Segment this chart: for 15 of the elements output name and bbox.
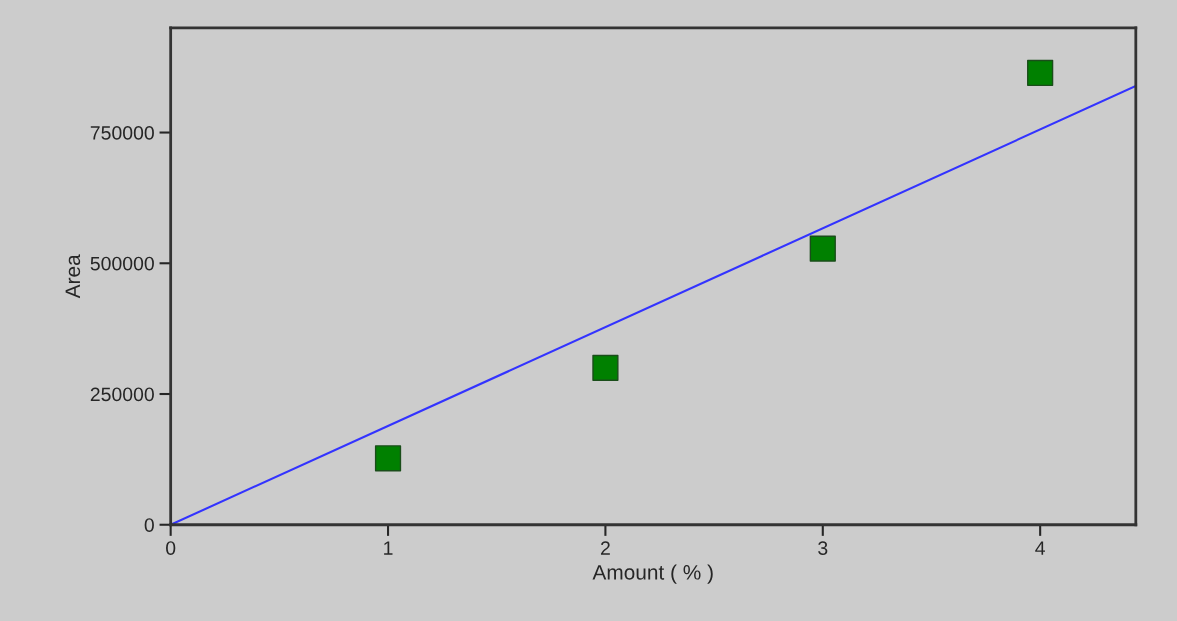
y-tick-label: 750000 xyxy=(90,126,154,140)
point xyxy=(374,445,402,472)
point xyxy=(809,235,836,262)
x-axis-title: Amount ( % ) xyxy=(592,564,713,584)
y-tick-label: 0 xyxy=(144,518,154,532)
x-tick-label: 1 xyxy=(384,541,393,555)
x-tick-label: 4 xyxy=(1035,541,1045,555)
y-tick-label: 500000 xyxy=(90,256,154,271)
x-tick-label: 3 xyxy=(818,541,828,555)
point xyxy=(1027,59,1054,87)
x-tick-label: 2 xyxy=(600,541,610,555)
point xyxy=(592,354,619,381)
y-axis-title: Area xyxy=(65,254,81,299)
y-tick-label: 250000 xyxy=(90,387,154,402)
x-tick-label: 0 xyxy=(166,541,176,555)
